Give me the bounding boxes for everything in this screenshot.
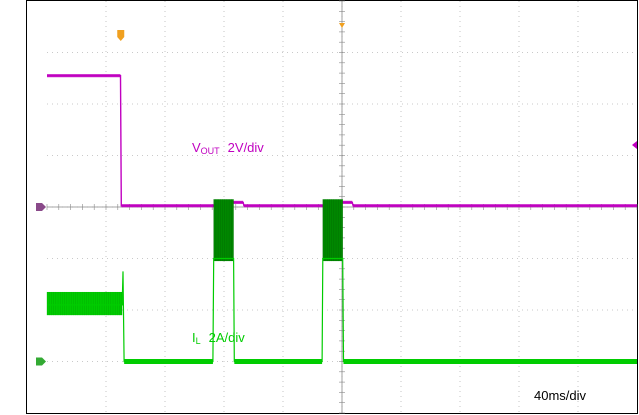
vout-ground-marker bbox=[36, 203, 46, 211]
il-series-label: IL 2A/div bbox=[192, 330, 245, 346]
markers bbox=[36, 23, 637, 366]
vout-label-main: V bbox=[192, 140, 201, 155]
vout-series-label: VOUT 2V/div bbox=[192, 140, 264, 156]
vout-label-scale: 2V/div bbox=[228, 140, 265, 155]
vout-trace bbox=[47, 74, 637, 207]
trigger-time-marker bbox=[117, 30, 125, 41]
center-time-marker bbox=[339, 23, 345, 28]
vout-label-sub: OUT bbox=[201, 146, 221, 156]
traces bbox=[46, 74, 637, 364]
il-trace bbox=[47, 257, 637, 363]
il-label-sub: L bbox=[196, 336, 201, 346]
timebase-label: 40ms/div bbox=[534, 388, 587, 403]
trigger-level-marker bbox=[632, 141, 637, 149]
il-ripple-band bbox=[213, 199, 234, 262]
il-label-main: I bbox=[192, 330, 196, 345]
il-label-scale: 2A/div bbox=[209, 330, 246, 345]
il-ripple-band bbox=[322, 199, 343, 262]
il-ground-marker bbox=[36, 357, 46, 366]
